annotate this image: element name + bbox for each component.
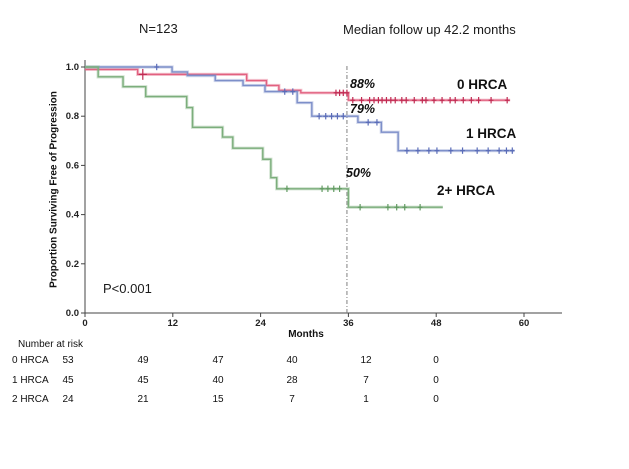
x-axis-title: Months bbox=[288, 329, 324, 340]
curve-label-1-hrca: 1 HRCA bbox=[466, 126, 517, 141]
km-curve-1 bbox=[85, 66, 515, 152]
risk-count: 12 bbox=[360, 355, 372, 366]
y-tick-label: 1.0 bbox=[66, 62, 79, 73]
y-tick-label: 0.4 bbox=[66, 210, 80, 221]
risk-count: 0 bbox=[433, 394, 439, 405]
y-axis-title: Proportion Surviving Free of Progression bbox=[48, 91, 60, 288]
risk-count: 45 bbox=[137, 375, 149, 386]
sample-size-label: N=123 bbox=[139, 21, 178, 36]
risk-count: 40 bbox=[286, 355, 298, 366]
km-curve-halo-1 bbox=[85, 65, 515, 153]
risk-row-label: 1 HRCA bbox=[12, 375, 49, 386]
annotation-79-percent: 79% bbox=[350, 102, 376, 116]
risk-count: 1 bbox=[363, 394, 369, 405]
risk-count: 21 bbox=[137, 394, 149, 405]
risk-row-label: 2 HRCA bbox=[12, 394, 49, 405]
risk-count: 0 bbox=[433, 355, 439, 366]
risk-count: 24 bbox=[62, 394, 74, 405]
annotation-50-percent: 50% bbox=[346, 166, 372, 180]
risk-count: 53 bbox=[62, 355, 74, 366]
risk-count: 49 bbox=[137, 355, 149, 366]
risk-count: 0 bbox=[433, 375, 439, 386]
x-tick-label: 12 bbox=[168, 318, 179, 329]
x-tick-label: 60 bbox=[519, 318, 530, 329]
risk-table-title: Number at risk bbox=[18, 339, 84, 350]
risk-count: 40 bbox=[212, 375, 224, 386]
risk-count: 15 bbox=[212, 394, 224, 405]
curve-label-0-hrca: 0 HRCA bbox=[457, 77, 508, 92]
x-tick-label: 0 bbox=[82, 318, 87, 329]
y-tick-label: 0.2 bbox=[66, 259, 79, 270]
km-curve-2 bbox=[85, 66, 443, 208]
x-tick-label: 36 bbox=[343, 318, 354, 329]
risk-count: 28 bbox=[286, 375, 298, 386]
risk-count: 47 bbox=[212, 355, 224, 366]
p-value-label: P<0.001 bbox=[103, 281, 152, 296]
risk-count: 45 bbox=[62, 375, 74, 386]
curve-label-2plus-hrca: 2+ HRCA bbox=[437, 183, 496, 198]
risk-count: 7 bbox=[363, 375, 369, 386]
y-tick-label: 0.6 bbox=[66, 160, 79, 171]
y-tick-label: 0.0 bbox=[66, 308, 79, 319]
x-tick-label: 24 bbox=[255, 318, 266, 329]
y-tick-label: 0.8 bbox=[66, 111, 79, 122]
median-followup-label: Median follow up 42.2 months bbox=[343, 22, 516, 37]
x-tick-label: 48 bbox=[431, 318, 442, 329]
risk-count: 7 bbox=[289, 394, 295, 405]
annotation-88-percent: 88% bbox=[350, 77, 376, 91]
risk-row-label: 0 HRCA bbox=[12, 355, 49, 366]
